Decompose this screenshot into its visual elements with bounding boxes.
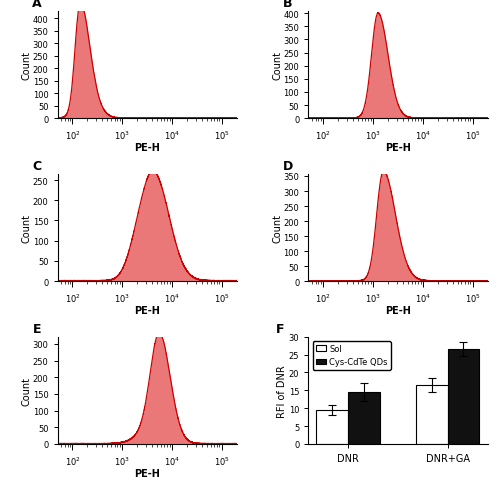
X-axis label: PE-H: PE-H xyxy=(134,468,160,478)
Bar xyxy=(316,410,348,444)
Text: D: D xyxy=(284,159,294,172)
Y-axis label: RFI of DNR: RFI of DNR xyxy=(278,364,287,417)
Bar xyxy=(348,392,380,444)
Text: E: E xyxy=(32,322,41,335)
Text: B: B xyxy=(284,0,293,10)
Y-axis label: Count: Count xyxy=(21,376,31,405)
Text: A: A xyxy=(32,0,42,10)
Text: F: F xyxy=(276,322,284,335)
Y-axis label: Count: Count xyxy=(21,51,31,80)
Legend: Sol, Cys-CdTe QDs: Sol, Cys-CdTe QDs xyxy=(312,341,391,370)
X-axis label: PE-H: PE-H xyxy=(385,143,411,153)
Y-axis label: Count: Count xyxy=(272,214,282,242)
Bar xyxy=(448,349,480,444)
Y-axis label: Count: Count xyxy=(272,51,282,80)
X-axis label: PE-H: PE-H xyxy=(134,143,160,153)
X-axis label: PE-H: PE-H xyxy=(385,306,411,315)
Text: C: C xyxy=(32,159,42,172)
Bar xyxy=(416,385,448,444)
X-axis label: PE-H: PE-H xyxy=(134,306,160,315)
Y-axis label: Count: Count xyxy=(22,214,32,242)
